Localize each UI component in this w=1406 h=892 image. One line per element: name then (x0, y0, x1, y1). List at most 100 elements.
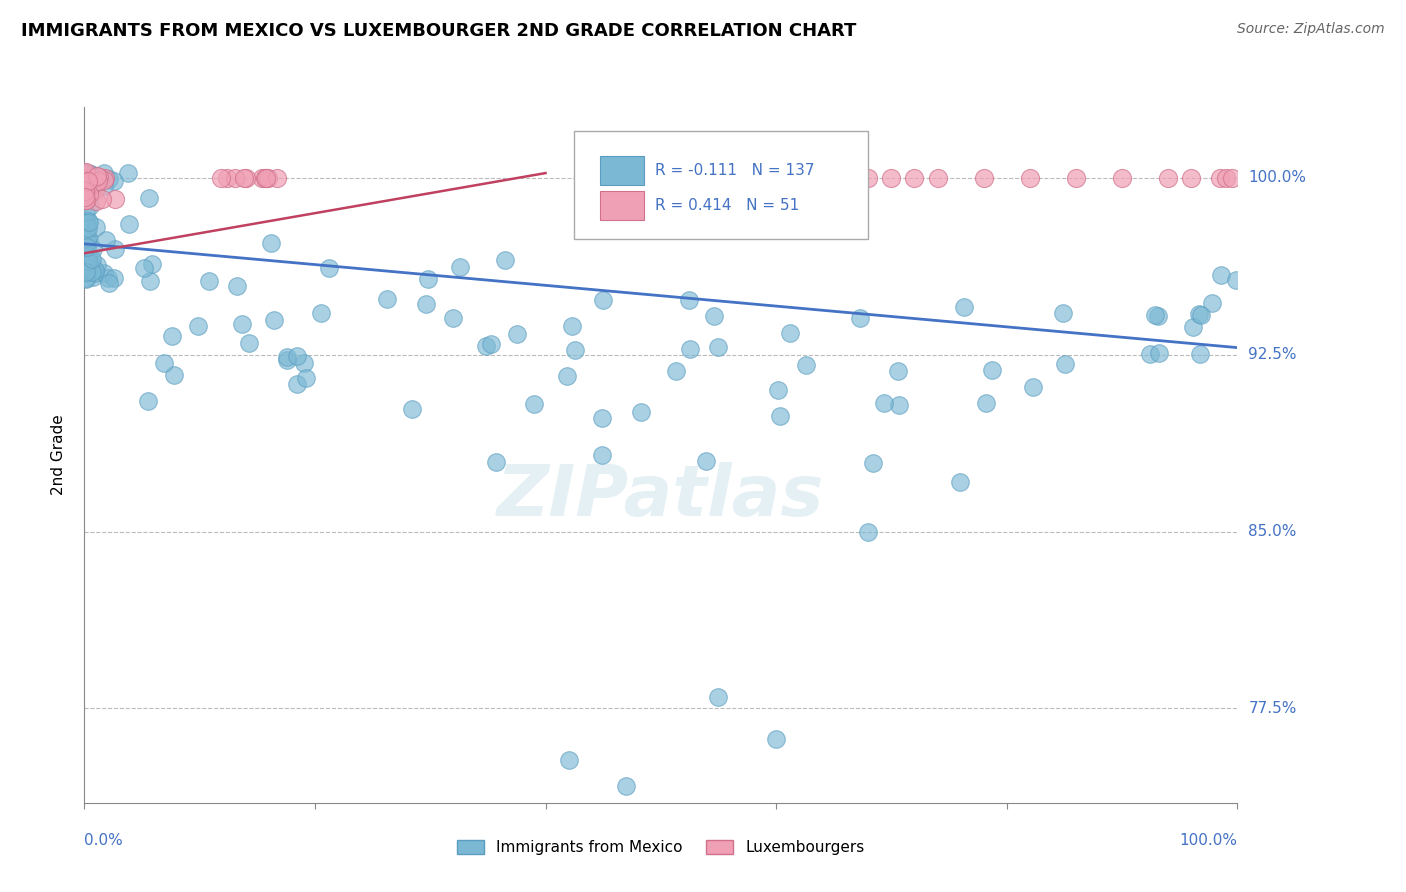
Text: 92.5%: 92.5% (1249, 347, 1296, 362)
Point (76, 264, 98, 278)
Point (104, 242, 127, 256)
Point (76, 249, 98, 263)
Point (75, 265, 97, 279)
Point (75, 272, 97, 286)
Point (848, 310, 870, 325)
Point (1189, 346, 1212, 360)
Point (82, 265, 104, 279)
Point (75, 186, 97, 200)
Point (136, 394, 159, 409)
Point (418, 271, 440, 285)
Point (703, 309, 725, 323)
Point (94, 233, 117, 247)
Point (79, 167, 101, 181)
Point (77, 220, 100, 235)
Point (591, 411, 613, 425)
Point (318, 261, 340, 276)
Point (415, 297, 437, 311)
Point (79, 260, 101, 274)
Point (103, 174, 125, 188)
Point (858, 524, 880, 539)
Point (678, 293, 700, 307)
Point (1052, 306, 1074, 320)
Point (215, 170, 238, 185)
Point (254, 170, 277, 185)
Point (75, 171, 97, 186)
Point (1189, 308, 1212, 322)
Point (880, 170, 903, 185)
FancyBboxPatch shape (600, 191, 644, 219)
Point (83, 184, 105, 198)
Text: R = 0.414   N = 51: R = 0.414 N = 51 (655, 198, 799, 212)
Point (118, 218, 141, 232)
Point (479, 337, 502, 351)
Point (224, 170, 246, 185)
Point (77, 257, 100, 271)
Point (1181, 319, 1204, 334)
Point (235, 170, 257, 185)
Point (707, 690, 730, 704)
Point (187, 318, 209, 333)
Point (104, 192, 127, 206)
Point (1022, 380, 1045, 394)
Point (75, 185, 97, 199)
Text: Source: ZipAtlas.com: Source: ZipAtlas.com (1237, 22, 1385, 37)
Point (260, 235, 283, 250)
Point (254, 170, 277, 185)
Point (75, 248, 97, 262)
Point (494, 253, 516, 268)
Point (86, 169, 108, 183)
Point (75, 221, 97, 235)
Point (198, 274, 221, 288)
Point (97, 270, 120, 285)
Point (75, 166, 97, 180)
Point (84, 194, 107, 209)
Point (75, 213, 97, 227)
Point (73, 185, 96, 199)
Point (742, 170, 765, 185)
Point (93, 173, 115, 187)
Point (1180, 170, 1202, 185)
Point (375, 292, 398, 306)
Point (138, 274, 160, 288)
Point (73, 166, 96, 180)
Point (263, 312, 285, 326)
Point (557, 368, 579, 383)
Point (75, 215, 97, 229)
Point (80, 258, 103, 272)
Point (77, 174, 100, 188)
Point (79, 186, 101, 201)
Point (117, 166, 139, 180)
Point (75, 192, 97, 206)
Point (276, 350, 298, 364)
Point (209, 170, 232, 185)
Point (1188, 307, 1211, 321)
Point (266, 170, 288, 185)
Point (77, 214, 100, 228)
Point (83, 263, 105, 277)
Point (973, 170, 995, 185)
Point (79, 198, 101, 212)
Point (591, 448, 613, 462)
Point (93, 266, 115, 280)
Point (695, 454, 717, 468)
Point (132, 261, 155, 276)
Point (93, 166, 115, 180)
Point (523, 397, 546, 411)
Point (73, 173, 96, 187)
Point (77, 215, 100, 229)
Point (87, 169, 110, 184)
Text: ZIPatlas: ZIPatlas (498, 462, 824, 531)
Point (75, 205, 97, 219)
Point (506, 326, 529, 341)
Point (475, 339, 498, 353)
Point (226, 279, 249, 293)
Point (82, 269, 104, 284)
Point (82, 242, 104, 256)
Point (75, 252, 97, 266)
Point (1201, 295, 1223, 310)
Point (872, 395, 894, 409)
Point (76, 240, 98, 254)
Text: 0.0%: 0.0% (84, 833, 124, 848)
Point (276, 352, 298, 367)
